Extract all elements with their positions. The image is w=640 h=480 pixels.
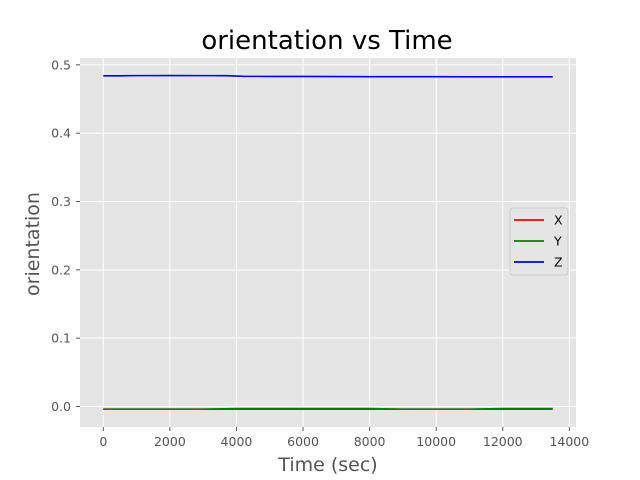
x-tick-label: 4000 [221,434,253,449]
y-tick-label: 0.3 [51,194,71,209]
x-tick-label: 2000 [154,434,186,449]
legend-label-x: X [554,213,563,228]
series-line-z [103,74,553,78]
series-line-y [103,407,553,411]
series-lines [103,74,553,411]
grid [80,58,576,427]
plot-area [80,58,576,427]
legend-label-y: Y [553,234,562,249]
y-axis-label: orientation [22,192,44,296]
chart-title: orientation vs Time [201,26,452,56]
legend: XYZ [509,207,569,276]
x-axis-ticks: 0 2000 4000 6000 8000 10000 12000 14000 [99,427,589,449]
legend-label-z: Z [554,255,563,270]
x-tick-label: 14000 [549,434,589,449]
x-tick-label: 12000 [483,434,523,449]
y-tick-label: 0.1 [51,331,71,346]
y-tick-label: 0.4 [51,126,71,141]
x-tick-label: 8000 [354,434,386,449]
x-tick-label: 0 [99,434,107,449]
y-tick-label: 0.2 [51,262,71,277]
y-tick-label: 0.0 [51,399,71,414]
y-axis-ticks: 0.0 0.1 0.2 0.3 0.4 0.5 [51,57,80,414]
x-tick-label: 6000 [287,434,319,449]
x-tick-label: 10000 [416,434,456,449]
x-axis-label: Time (sec) [277,454,377,476]
y-tick-label: 0.5 [51,57,71,72]
